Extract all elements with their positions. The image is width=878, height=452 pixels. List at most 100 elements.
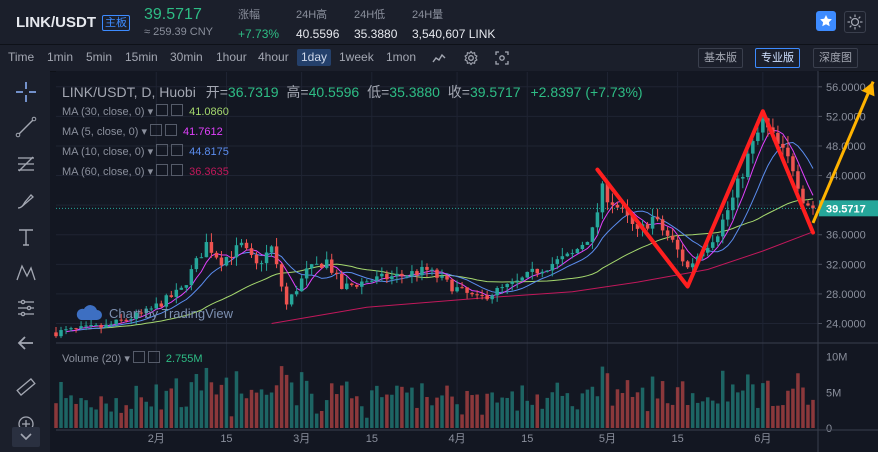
volume-bar — [786, 390, 790, 428]
volume-legend[interactable]: Volume (20) ▾ 2.755M — [62, 351, 203, 365]
volume-bar — [600, 366, 605, 428]
drawing-toolbar — [0, 71, 50, 452]
candle-body — [54, 332, 58, 337]
candle-body — [595, 212, 600, 228]
candle-body — [796, 171, 800, 189]
fib-tool[interactable] — [13, 151, 39, 177]
indicators-icon[interactable] — [431, 50, 447, 66]
timeframe-4hour[interactable]: 4hour — [258, 50, 289, 64]
volume-bar — [445, 385, 449, 428]
volume-bar — [104, 403, 108, 428]
candle-body — [219, 257, 224, 266]
brush-tool[interactable] — [13, 188, 39, 214]
volume-bar — [94, 409, 98, 428]
timeframe-1hour[interactable]: 1hour — [216, 50, 247, 64]
pattern-icon — [16, 264, 36, 281]
volume-bar — [781, 405, 785, 428]
volume-bar — [776, 405, 780, 428]
candle-body — [510, 281, 514, 284]
timeframe-1day[interactable]: 1day — [297, 49, 332, 66]
measure-tool[interactable] — [13, 295, 39, 321]
volume-bar — [575, 409, 580, 428]
volume-bar — [450, 396, 454, 428]
volume-bar — [274, 385, 279, 428]
volume-bar — [224, 377, 229, 428]
volume-bar — [244, 398, 249, 428]
volume-bar — [194, 374, 199, 428]
volume-bar — [234, 371, 239, 428]
star-icon — [820, 15, 832, 27]
volume-bar — [54, 403, 58, 428]
favorite-button[interactable] — [816, 11, 836, 31]
volume-bar — [350, 398, 354, 428]
last-price: 39.5717 — [144, 6, 202, 23]
volume-bar — [264, 394, 269, 428]
candle-body — [224, 256, 229, 266]
ma5-legend[interactable]: MA (5, close, 0) ▾ 41.7612 — [62, 124, 223, 138]
candle-body — [520, 277, 524, 281]
candle-body — [324, 259, 329, 268]
pattern-tool[interactable] — [13, 259, 39, 285]
volume-bar — [124, 405, 128, 428]
stat-24h-volume: 24H量 3,540,607 LINK — [412, 9, 496, 41]
volume-bar — [715, 403, 720, 428]
candle-body — [560, 256, 565, 260]
volume-bar — [189, 382, 194, 428]
ma30-legend[interactable]: MA (30, close, 0) ▾ 41.0860 — [62, 104, 229, 118]
timeframe-30min[interactable]: 30min — [170, 50, 203, 64]
screenshot-icon[interactable] — [494, 50, 510, 66]
volume-bar — [294, 405, 299, 428]
text-tool[interactable] — [13, 224, 39, 250]
last-price-tag — [819, 200, 878, 217]
volume-bar — [149, 406, 154, 428]
candle-body — [685, 261, 690, 268]
settings-icon[interactable] — [463, 50, 479, 66]
candle-body — [605, 183, 610, 203]
pair-title[interactable]: LINK/USDT — [16, 14, 96, 31]
view-depth-button[interactable]: 深度图 — [813, 48, 858, 68]
candle-body — [355, 284, 359, 287]
ohlc-legend: LINK/USDT, D, Huobi 开=36.7319 高=40.5596 … — [62, 82, 643, 102]
candle-body — [390, 276, 394, 280]
candle-body — [776, 132, 780, 144]
volume-bar — [741, 390, 745, 428]
candle-body — [495, 288, 499, 296]
volume-bar — [801, 387, 805, 428]
candle-body — [365, 281, 369, 283]
timeframe-5min[interactable]: 5min — [86, 50, 113, 64]
legend-symbol-title[interactable]: LINK/USDT, D, Huobi — [62, 84, 196, 100]
crosshair-tool[interactable] — [13, 79, 39, 105]
theme-toggle-button[interactable] — [844, 11, 866, 33]
volume-bar — [605, 373, 610, 428]
candle-body — [279, 264, 284, 287]
volume-bar — [540, 408, 545, 428]
candle-body — [169, 295, 174, 297]
volume-bar — [114, 398, 118, 428]
view-basic-button[interactable]: 基本版 — [698, 48, 743, 68]
volume-bar — [425, 397, 429, 428]
candle-body — [565, 253, 570, 257]
back-tool[interactable] — [13, 330, 39, 356]
timeframe-time[interactable]: Time — [8, 50, 35, 64]
stat-24h-low: 24H低 35.3880 — [354, 9, 398, 41]
ruler-tool[interactable] — [13, 374, 39, 400]
timeframe-1mon[interactable]: 1mon — [386, 50, 417, 64]
candle-body — [400, 273, 404, 276]
volume-bar — [69, 395, 73, 428]
ma60-legend[interactable]: MA (60, close, 0) ▾ 36.3635 — [62, 164, 229, 178]
candle-body — [480, 294, 484, 296]
timeframe-15min[interactable]: 15min — [125, 50, 158, 64]
ma10-legend[interactable]: MA (10, close, 0) ▾ 44.8175 — [62, 144, 229, 158]
volume-bar — [219, 384, 224, 428]
trendline-tool[interactable] — [13, 114, 39, 140]
volume-bar — [705, 397, 710, 428]
timeframe-1week[interactable]: 1week — [339, 50, 374, 64]
timeframe-1min[interactable]: 1min — [47, 50, 74, 64]
view-pro-button[interactable]: 专业版 — [755, 48, 800, 68]
volume-bar — [329, 383, 334, 428]
volume-bar — [415, 407, 419, 428]
candle-body — [234, 245, 239, 258]
candle-body — [410, 271, 414, 276]
collapse-toolbar-button[interactable] — [12, 427, 40, 447]
